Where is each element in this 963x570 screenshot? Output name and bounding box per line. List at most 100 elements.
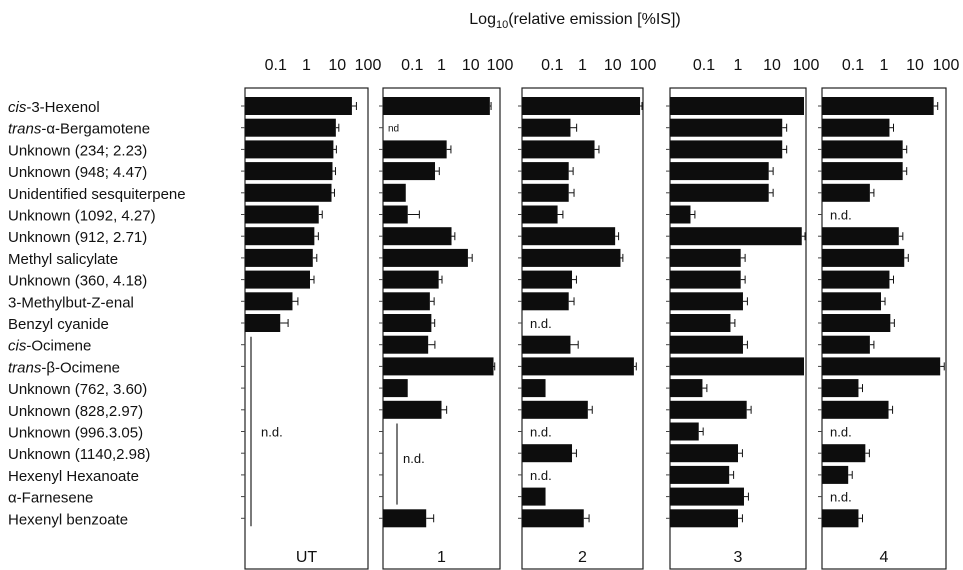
panel-4: 0.1 1 10 100 n.d. n.d. n.d. 4: [818, 57, 959, 570]
bar: [670, 509, 738, 528]
bar: [383, 400, 442, 419]
bar: [670, 118, 783, 137]
panel-label: 3: [734, 549, 743, 566]
chart-title-sub: 10: [496, 19, 508, 31]
bar: [670, 379, 703, 398]
x-tick-label: 100: [487, 57, 514, 74]
panel-1: 0.1 1 10 100 nd n.d. 1: [379, 57, 514, 570]
bar: [383, 248, 468, 267]
category-label: Unknown (360, 4.18): [8, 273, 147, 290]
bar: [245, 140, 334, 159]
bar: [522, 97, 641, 115]
bar: [522, 400, 588, 419]
category-label: α-Farnesene: [8, 490, 93, 507]
category-label: cis-3-Hexenol: [8, 99, 100, 116]
bar: [522, 292, 569, 311]
bar: [822, 379, 859, 398]
bar: [822, 444, 866, 463]
bar: [522, 379, 546, 398]
bar: [522, 118, 571, 137]
bar: [245, 227, 315, 246]
bar: [522, 140, 595, 159]
bar: [822, 183, 870, 202]
category-label: Unknown (1140,2.98): [8, 446, 150, 463]
bar: [822, 509, 859, 528]
bar: [822, 118, 890, 137]
category-label: trans-β-Ocimene: [8, 359, 120, 376]
bar: [383, 140, 447, 159]
bar: [522, 509, 584, 528]
bar: [670, 183, 769, 202]
nd-label: n.d.: [830, 425, 852, 440]
bar: [822, 140, 903, 159]
bar: [383, 314, 432, 332]
bar: [670, 97, 804, 115]
x-tick-label: 1: [880, 57, 889, 74]
bar: [670, 422, 699, 441]
bar: [822, 357, 941, 376]
bar: [670, 292, 743, 311]
x-tick-label: 100: [793, 57, 820, 74]
bar: [245, 97, 352, 115]
nd-label: nd: [388, 124, 399, 135]
bar: [383, 335, 429, 354]
bar: [383, 292, 430, 311]
x-tick-label: 100: [630, 57, 657, 74]
category-label: cis-Ocimene: [8, 338, 91, 355]
bar: [670, 248, 741, 267]
bar: [822, 400, 889, 419]
category-label: Unknown (828,2.97): [8, 403, 143, 420]
bar: [245, 205, 319, 224]
bar: [245, 270, 311, 289]
bar: [670, 335, 743, 354]
panel-2: 0.1 1 10 100 n.d. n.d. n.d. 2: [518, 57, 657, 570]
x-tick-label: 0.1: [401, 57, 423, 74]
bar: [670, 487, 744, 506]
nd-label: n.d.: [530, 316, 552, 331]
category-label: Methyl salicylate: [8, 251, 118, 268]
bar: [383, 97, 490, 115]
bar: [245, 162, 333, 181]
panel-label: UT: [296, 549, 318, 566]
category-label: Unknown (234; 2.23): [8, 142, 147, 159]
bar: [245, 183, 332, 202]
x-tick-label: 1: [437, 57, 446, 74]
bar: [245, 118, 336, 137]
nd-label: n.d.: [830, 208, 852, 223]
bar: [522, 270, 573, 289]
bar: [245, 248, 313, 267]
x-tick-label: 10: [328, 57, 346, 74]
category-labels: cis-3-Hexenol trans-α-Bergamotene Unknown …: [8, 99, 186, 528]
nd-label: n.d.: [830, 490, 852, 505]
panel-label: 2: [578, 549, 587, 566]
bar: [522, 248, 621, 267]
bar: [822, 97, 934, 115]
bar: [383, 379, 408, 398]
category-label: Hexenyl benzoate: [8, 511, 128, 528]
x-tick-label: 10: [604, 57, 622, 74]
bar: [670, 314, 731, 332]
bar: [670, 205, 691, 224]
x-tick-label: 0.1: [693, 57, 715, 74]
panel-frame: [521, 87, 644, 570]
bar: [383, 162, 436, 181]
bar: [670, 400, 747, 419]
bar: [822, 465, 849, 484]
category-label: 3-Methylbut-Z-enal: [8, 294, 134, 311]
x-tick-label: 1: [734, 57, 743, 74]
bar: [522, 205, 558, 224]
bar: [670, 140, 783, 159]
x-tick-label: 1: [578, 57, 587, 74]
chart-title: Log10(relative emission [%IS]): [469, 11, 680, 31]
bar: [822, 314, 891, 332]
x-tick-label: 10: [906, 57, 924, 74]
category-label: Unknown (948; 4.47): [8, 164, 147, 181]
bar: [670, 444, 738, 463]
category-label: Unknown (1092, 4.27): [8, 208, 156, 225]
category-label: Benzyl cyanide: [8, 316, 109, 333]
panel-3: 0.1 1 10 100 3: [666, 57, 820, 570]
x-tick-label: 0.1: [842, 57, 864, 74]
bar: [822, 248, 905, 267]
bar: [383, 270, 439, 289]
